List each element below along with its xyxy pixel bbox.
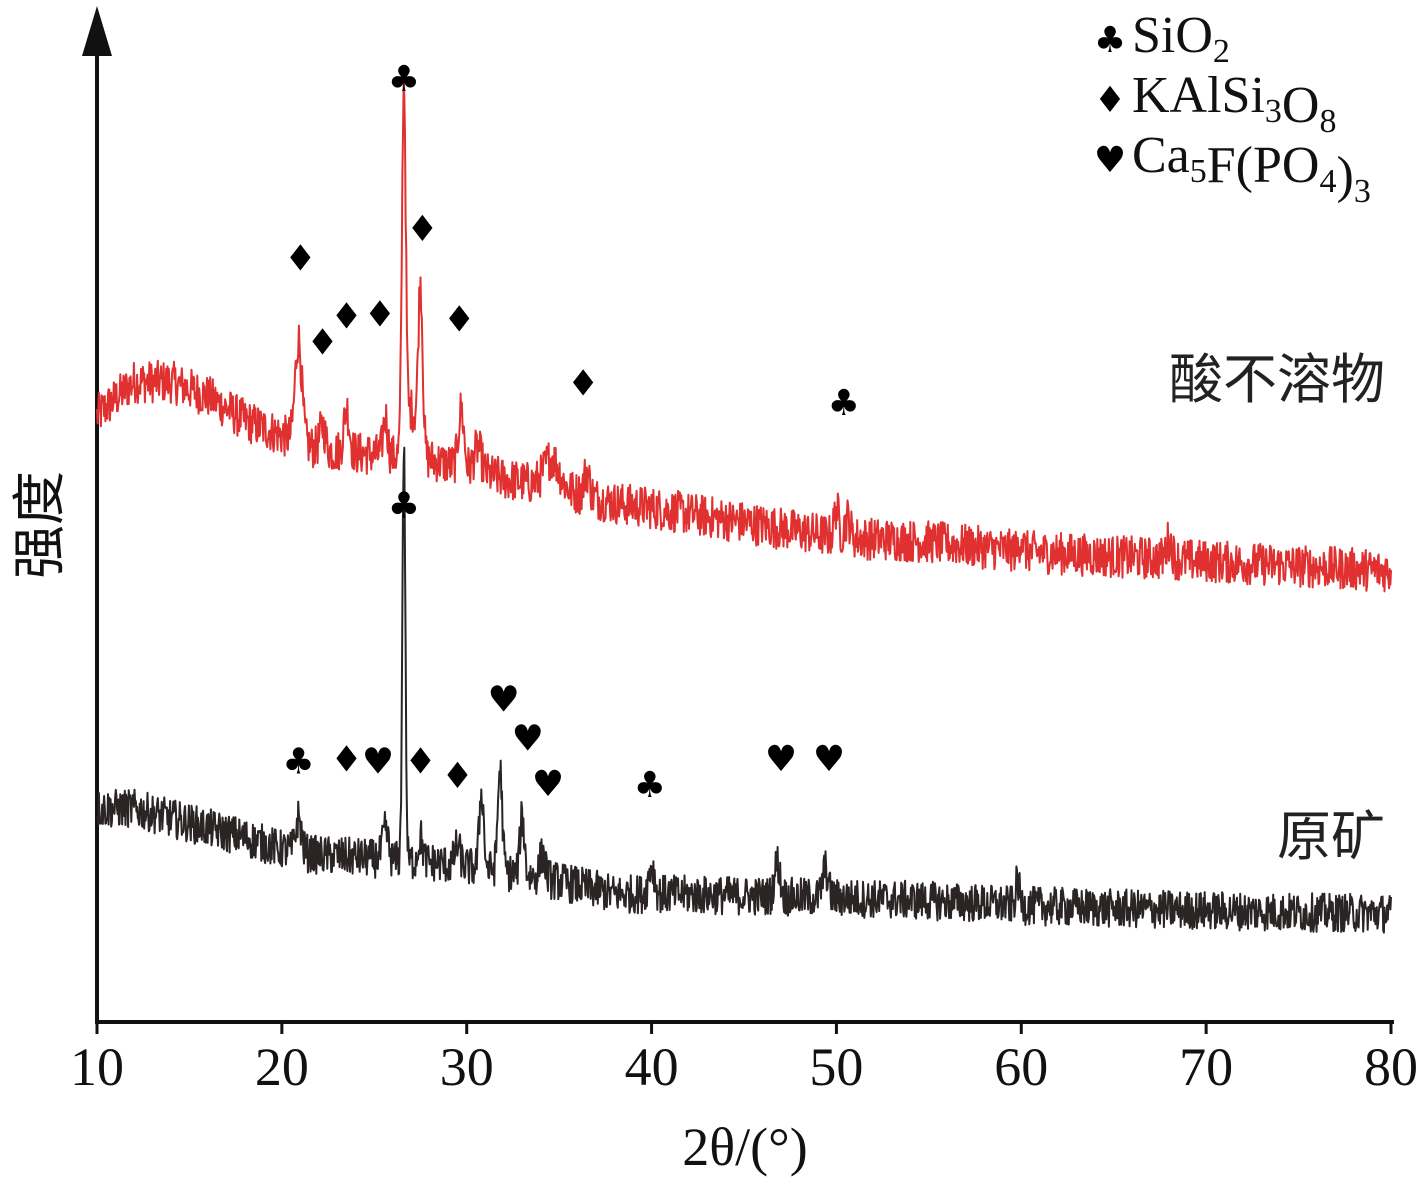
- phase-marker: ♣: [388, 486, 420, 527]
- phase-marker: ♦: [364, 295, 396, 336]
- legend-label: SiO2: [1132, 7, 1230, 70]
- phase-marker: ♣: [388, 59, 420, 100]
- phase-marker: ♣: [828, 383, 860, 424]
- phase-marker: ♦: [330, 740, 362, 781]
- axes: [82, 6, 1394, 1024]
- phase-marker: ♦: [443, 299, 475, 340]
- phase-marker: ♥: [813, 739, 845, 780]
- phase-marker: ♦: [404, 742, 436, 783]
- phase-marker: ♥: [512, 718, 544, 759]
- phase-marker: ♦: [441, 756, 473, 797]
- legend-label: KAlSi3O8: [1132, 67, 1336, 140]
- y-axis-arrow: [82, 6, 112, 56]
- x-ticks: 10 20 30 40 50 60 70 80: [70, 1022, 1417, 1097]
- series-line-raw-ore: [96, 446, 1392, 934]
- x-tick-label: 50: [809, 1037, 863, 1097]
- phase-marker: ♦: [306, 323, 338, 364]
- x-tick-label: 80: [1364, 1037, 1417, 1097]
- series-lines: [96, 75, 1392, 934]
- phase-marker: ♦: [284, 238, 316, 279]
- x-tick-label: 40: [625, 1037, 679, 1097]
- legend-label: Ca5F(PO4)3: [1132, 127, 1371, 210]
- x-tick-label: 60: [994, 1037, 1048, 1097]
- legend-symbol: ♣: [1094, 20, 1126, 61]
- phase-markers: ♦♦♦ ♦♣♦♦♦ ♣♣ ♦ ♥ ♦♣♦♥♥♥ ♣♥ ♥: [282, 59, 860, 806]
- x-axis-title: 2θ/(°): [682, 1117, 807, 1177]
- legend-symbol: ♥: [1094, 140, 1126, 181]
- x-tick-label: 20: [255, 1037, 309, 1097]
- series-labels: 酸不溶物 原矿: [1169, 348, 1385, 868]
- phase-marker: ♦: [406, 209, 438, 250]
- phase-marker: ♦: [330, 296, 362, 337]
- phase-marker: ♥: [362, 742, 394, 783]
- phase-marker: ♣: [634, 765, 666, 806]
- phase-marker: ♥: [532, 764, 564, 805]
- y-axis-title: 强度: [10, 471, 70, 579]
- x-tick-label: 10: [70, 1037, 124, 1097]
- x-tick-label: 70: [1179, 1037, 1233, 1097]
- phase-marker: ♥: [765, 739, 797, 780]
- series-label-raw-ore: 原矿: [1277, 805, 1385, 868]
- series-line-acid-insoluble: [96, 75, 1392, 593]
- phase-marker: ♥: [488, 680, 520, 721]
- legend-symbol: ♦: [1094, 80, 1126, 121]
- phase-marker: ♣: [282, 742, 314, 783]
- series-label-acid-insoluble: 酸不溶物: [1169, 348, 1385, 411]
- phase-marker: ♦: [567, 363, 599, 404]
- legend: ♣ SiO2♦ KAlSi3O8♥ Ca5F(PO4)3: [1094, 7, 1371, 210]
- x-tick-label: 30: [440, 1037, 494, 1097]
